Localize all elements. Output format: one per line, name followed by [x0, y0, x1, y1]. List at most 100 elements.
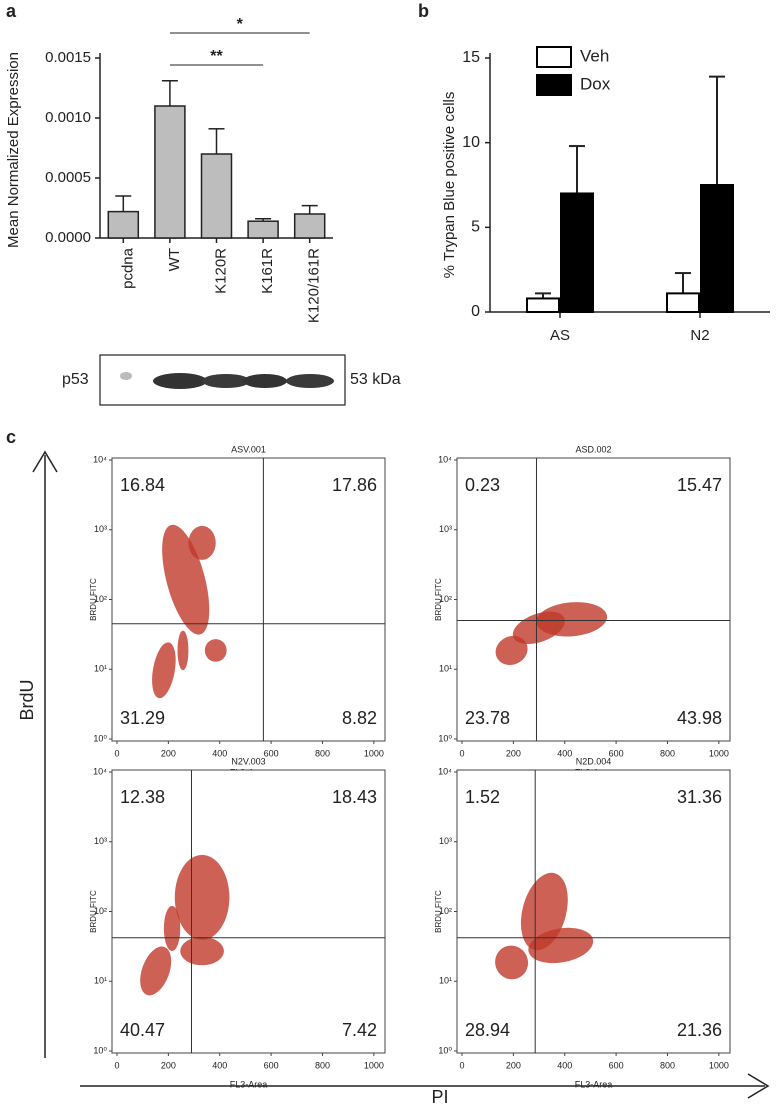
plot-frame	[456, 769, 731, 1054]
cell-cloud	[140, 946, 172, 996]
bar	[526, 297, 560, 314]
quadrant-percent: 12.38	[120, 787, 165, 807]
x-axis-label: FL3-Area	[230, 1079, 268, 1089]
quadrant-percent: 40.47	[120, 1020, 165, 1040]
panel-label: c	[6, 427, 16, 447]
x-tick-label: 600	[609, 1060, 624, 1070]
y-tick-label: 10¹	[94, 664, 107, 674]
cell-cloud	[174, 854, 230, 940]
y-tick-label: 10⁰	[93, 1045, 107, 1055]
cell-cloud	[188, 525, 216, 560]
x-tick-label: 200	[506, 1060, 521, 1070]
cell-cloud	[495, 635, 528, 666]
y-tick-label: 0.0005	[45, 169, 91, 186]
plot-title: N2D.004	[576, 756, 612, 766]
y-tick-label: 10¹	[439, 976, 452, 986]
y-tick-label: 10¹	[439, 664, 452, 674]
quadrant-percent: 16.84	[120, 475, 165, 495]
y-tick-label: 10²	[94, 594, 107, 604]
x-tick-label: 600	[264, 1060, 279, 1070]
x-tick-label: 0	[459, 748, 464, 758]
cell-cloud	[162, 524, 210, 635]
x-tick-label: K120/161R	[306, 248, 323, 323]
y-tick-label: 10²	[439, 906, 452, 916]
x-tick-label: 600	[264, 748, 279, 758]
cell-cloud	[152, 642, 176, 699]
quadrant-percent: 31.29	[120, 708, 165, 728]
x-tick-label: 400	[557, 1060, 572, 1070]
quadrant-percent: 7.42	[342, 1020, 377, 1040]
quadrant-percent: 31.36	[677, 787, 722, 807]
x-tick-label: 0	[114, 748, 119, 758]
y-tick-label: 10³	[94, 836, 107, 846]
significance-mark: **	[210, 48, 223, 65]
y-tick-label: 10	[462, 134, 480, 151]
x-tick-label: 800	[315, 1060, 330, 1070]
quadrant-percent: 18.43	[332, 787, 377, 807]
x-tick-label: WT	[166, 248, 183, 271]
y-tick-label: 0.0015	[45, 49, 91, 66]
cell-cloud	[204, 639, 227, 662]
y-tick-label: 0	[471, 303, 480, 320]
cell-cloud	[180, 936, 224, 966]
plot-frame	[111, 769, 386, 1054]
plot-title: ASD.002	[575, 444, 611, 454]
x-tick-label: AS	[550, 327, 570, 344]
blot-label: p53	[62, 371, 89, 388]
x-tick-label: 400	[212, 748, 227, 758]
y-tick-label: 10³	[94, 524, 107, 534]
quadrant-percent: 0.23	[465, 475, 500, 495]
arrow	[32, 450, 770, 1099]
y-tick-label: 10⁴	[93, 454, 107, 464]
plot-frame	[111, 457, 386, 742]
y-axis-label: BRDU FITC	[89, 890, 98, 933]
cell-cloud	[177, 630, 189, 671]
y-tick-label: 10⁰	[93, 733, 107, 743]
x-tick-label: K120R	[212, 248, 229, 294]
x-tick-label: 800	[315, 748, 330, 758]
quadrant-percent: 28.94	[465, 1020, 510, 1040]
y-axis-label: % Trypan Blue positive cells	[441, 92, 458, 279]
y-tick-label: 10²	[439, 594, 452, 604]
x-tick-label: N2	[690, 327, 709, 344]
x-tick-label: 200	[161, 748, 176, 758]
y-tick-label: 10⁰	[438, 1045, 452, 1055]
quadrant-percent: 21.36	[677, 1020, 722, 1040]
quadrant-percent: 15.47	[677, 475, 722, 495]
quadrant-percent: 8.82	[342, 708, 377, 728]
x-tick-label: 400	[212, 1060, 227, 1070]
x-tick-label: 1000	[364, 1060, 384, 1070]
y-axis-label: BRDU FITC	[434, 578, 443, 621]
y-axis-label: BrdU	[17, 679, 37, 720]
panel-label: a	[6, 1, 17, 21]
x-tick-label: 200	[161, 1060, 176, 1070]
cell-cloud	[528, 927, 594, 964]
x-tick-label: 400	[557, 748, 572, 758]
x-tick-label: 1000	[709, 748, 729, 758]
bar	[666, 292, 700, 313]
x-tick-label: 0	[459, 1060, 464, 1070]
y-tick-label: 10⁰	[438, 733, 452, 743]
y-axis-label: BRDU FITC	[434, 890, 443, 933]
bar	[247, 220, 279, 239]
bar	[107, 210, 140, 239]
legend-swatch	[536, 46, 572, 68]
x-axis-label: PI	[431, 1087, 448, 1107]
x-tick-label: 1000	[364, 748, 384, 758]
legend-label: Veh	[580, 46, 609, 65]
y-axis-label: BRDU FITC	[89, 578, 98, 621]
y-axis-label: Mean Normalized Expression	[5, 52, 22, 248]
y-tick-label: 0.0000	[45, 229, 91, 246]
quadrant-percent: 17.86	[332, 475, 377, 495]
blot	[99, 354, 346, 406]
y-tick-label: 10⁴	[438, 766, 452, 776]
y-tick-label: 5	[471, 219, 480, 236]
x-tick-label: 600	[609, 748, 624, 758]
x-tick-label: 800	[660, 1060, 675, 1070]
y-tick-label: 10¹	[94, 976, 107, 986]
significance-mark: *	[237, 16, 244, 33]
panel-label: b	[418, 1, 429, 21]
bar	[154, 105, 186, 239]
legend-swatch	[536, 74, 572, 96]
